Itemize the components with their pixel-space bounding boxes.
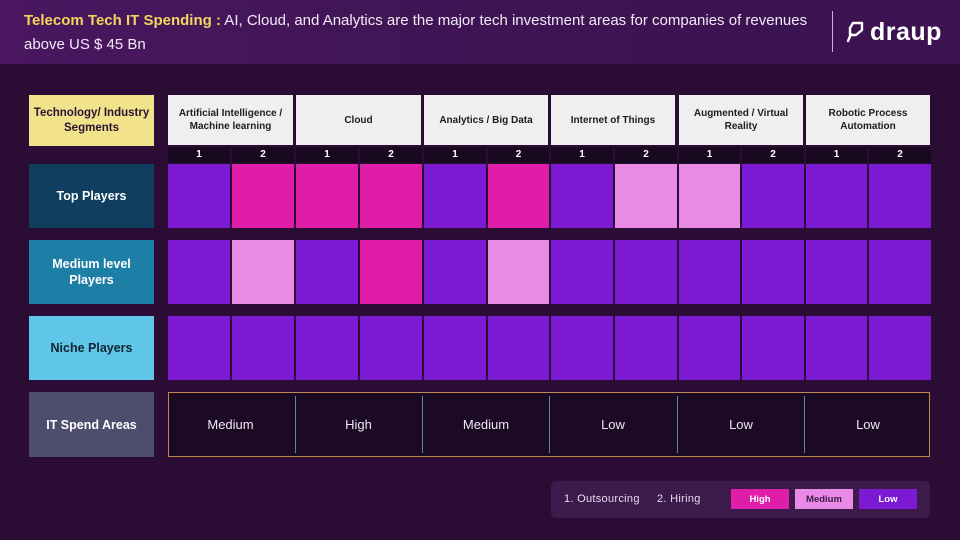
spend-value: Low	[601, 417, 625, 432]
heatmap-cell	[168, 240, 230, 304]
heatmap-cell	[615, 164, 677, 228]
heatmap-cell	[424, 240, 486, 304]
heatmap-cell	[360, 316, 422, 380]
sub-header: 1	[679, 147, 740, 163]
sub-header: 2	[360, 147, 422, 163]
spend-value: High	[345, 417, 372, 432]
heatmap-cell	[424, 164, 486, 228]
heatmap-cell	[296, 240, 358, 304]
legend-outsourcing: 1. Outsourcing	[564, 493, 640, 505]
tech-header: Augmented / Virtual Reality	[679, 95, 803, 145]
sub-header: 1	[551, 147, 613, 163]
spend-divider	[549, 396, 550, 453]
sub-header: 1	[168, 147, 230, 163]
spend-value: Medium	[207, 417, 254, 432]
sub-header: 2	[232, 147, 294, 163]
header-bar	[0, 0, 960, 64]
tech-header: Robotic Process Automation	[806, 95, 930, 145]
heatmap-cell	[488, 316, 549, 380]
heatmap-cell	[296, 164, 358, 228]
row-label: Top Players	[29, 164, 154, 228]
heatmap-cell	[168, 316, 230, 380]
legend-low-chip: Low	[859, 489, 917, 509]
spend-value: Medium	[462, 417, 510, 432]
spend-value: Low	[856, 417, 880, 432]
heatmap-cell	[806, 316, 867, 380]
segment-header: Technology/ Industry Segments	[29, 95, 154, 146]
heatmap-cell	[424, 316, 486, 380]
heatmap-cell	[869, 164, 931, 228]
sub-header: 2	[615, 147, 677, 163]
tech-header: Artificial Intelligence / Machine learni…	[168, 95, 293, 145]
spend-divider	[295, 396, 296, 453]
heatmap-cell	[488, 164, 549, 228]
heatmap-cell	[551, 240, 613, 304]
heatmap-cell	[615, 316, 677, 380]
heatmap-cell	[360, 240, 422, 304]
sub-header: 2	[742, 147, 804, 163]
legend-high-chip: High	[731, 489, 789, 509]
row-label: Niche Players	[29, 316, 154, 380]
heatmap-cell	[742, 240, 804, 304]
title-strong: Telecom Tech IT Spending :	[24, 12, 221, 29]
heatmap-cell	[679, 240, 740, 304]
heatmap-cell	[869, 316, 931, 380]
heatmap-cell	[232, 316, 294, 380]
tech-header: Cloud	[296, 95, 421, 145]
draup-logo: draup	[846, 16, 942, 48]
logo-text: draup	[870, 18, 942, 46]
heatmap-cell	[488, 240, 549, 304]
heatmap-cell	[615, 240, 677, 304]
heatmap-cell	[232, 240, 294, 304]
spend-divider	[422, 396, 423, 453]
sub-header: 1	[296, 147, 358, 163]
sub-header: 2	[869, 147, 931, 163]
heatmap-cell	[551, 164, 613, 228]
sub-header: 2	[488, 147, 549, 163]
heatmap-cell	[168, 164, 230, 228]
heatmap-cell	[296, 316, 358, 380]
heatmap-cell	[679, 316, 740, 380]
heatmap-cell	[232, 164, 294, 228]
title-rest: AI, Cloud, and Analytics are the major t…	[24, 12, 808, 53]
tech-header: Internet of Things	[551, 95, 675, 145]
sub-header: 1	[424, 147, 486, 163]
heatmap-cell	[806, 164, 867, 228]
spend-divider	[804, 396, 805, 453]
heatmap-cell	[742, 316, 804, 380]
legend-hiring: 2. Hiring	[657, 493, 701, 505]
legend-medium-chip: Medium	[795, 489, 853, 509]
sub-header: 1	[806, 147, 867, 163]
draup-logo-icon	[846, 21, 864, 43]
heatmap-cell	[869, 240, 931, 304]
logo-divider	[832, 11, 833, 52]
heatmap-cell	[679, 164, 740, 228]
page-title: Telecom Tech IT Spending : AI, Cloud, an…	[24, 9, 814, 57]
tech-header: Analytics / Big Data	[424, 95, 548, 145]
row-label: Medium level Players	[29, 240, 154, 304]
heatmap-cell	[360, 164, 422, 228]
spend-divider	[677, 396, 678, 453]
heatmap-cell	[742, 164, 804, 228]
row-label: IT Spend Areas	[29, 392, 154, 457]
spend-value: Low	[729, 417, 753, 432]
heatmap-cell	[551, 316, 613, 380]
heatmap-cell	[806, 240, 867, 304]
